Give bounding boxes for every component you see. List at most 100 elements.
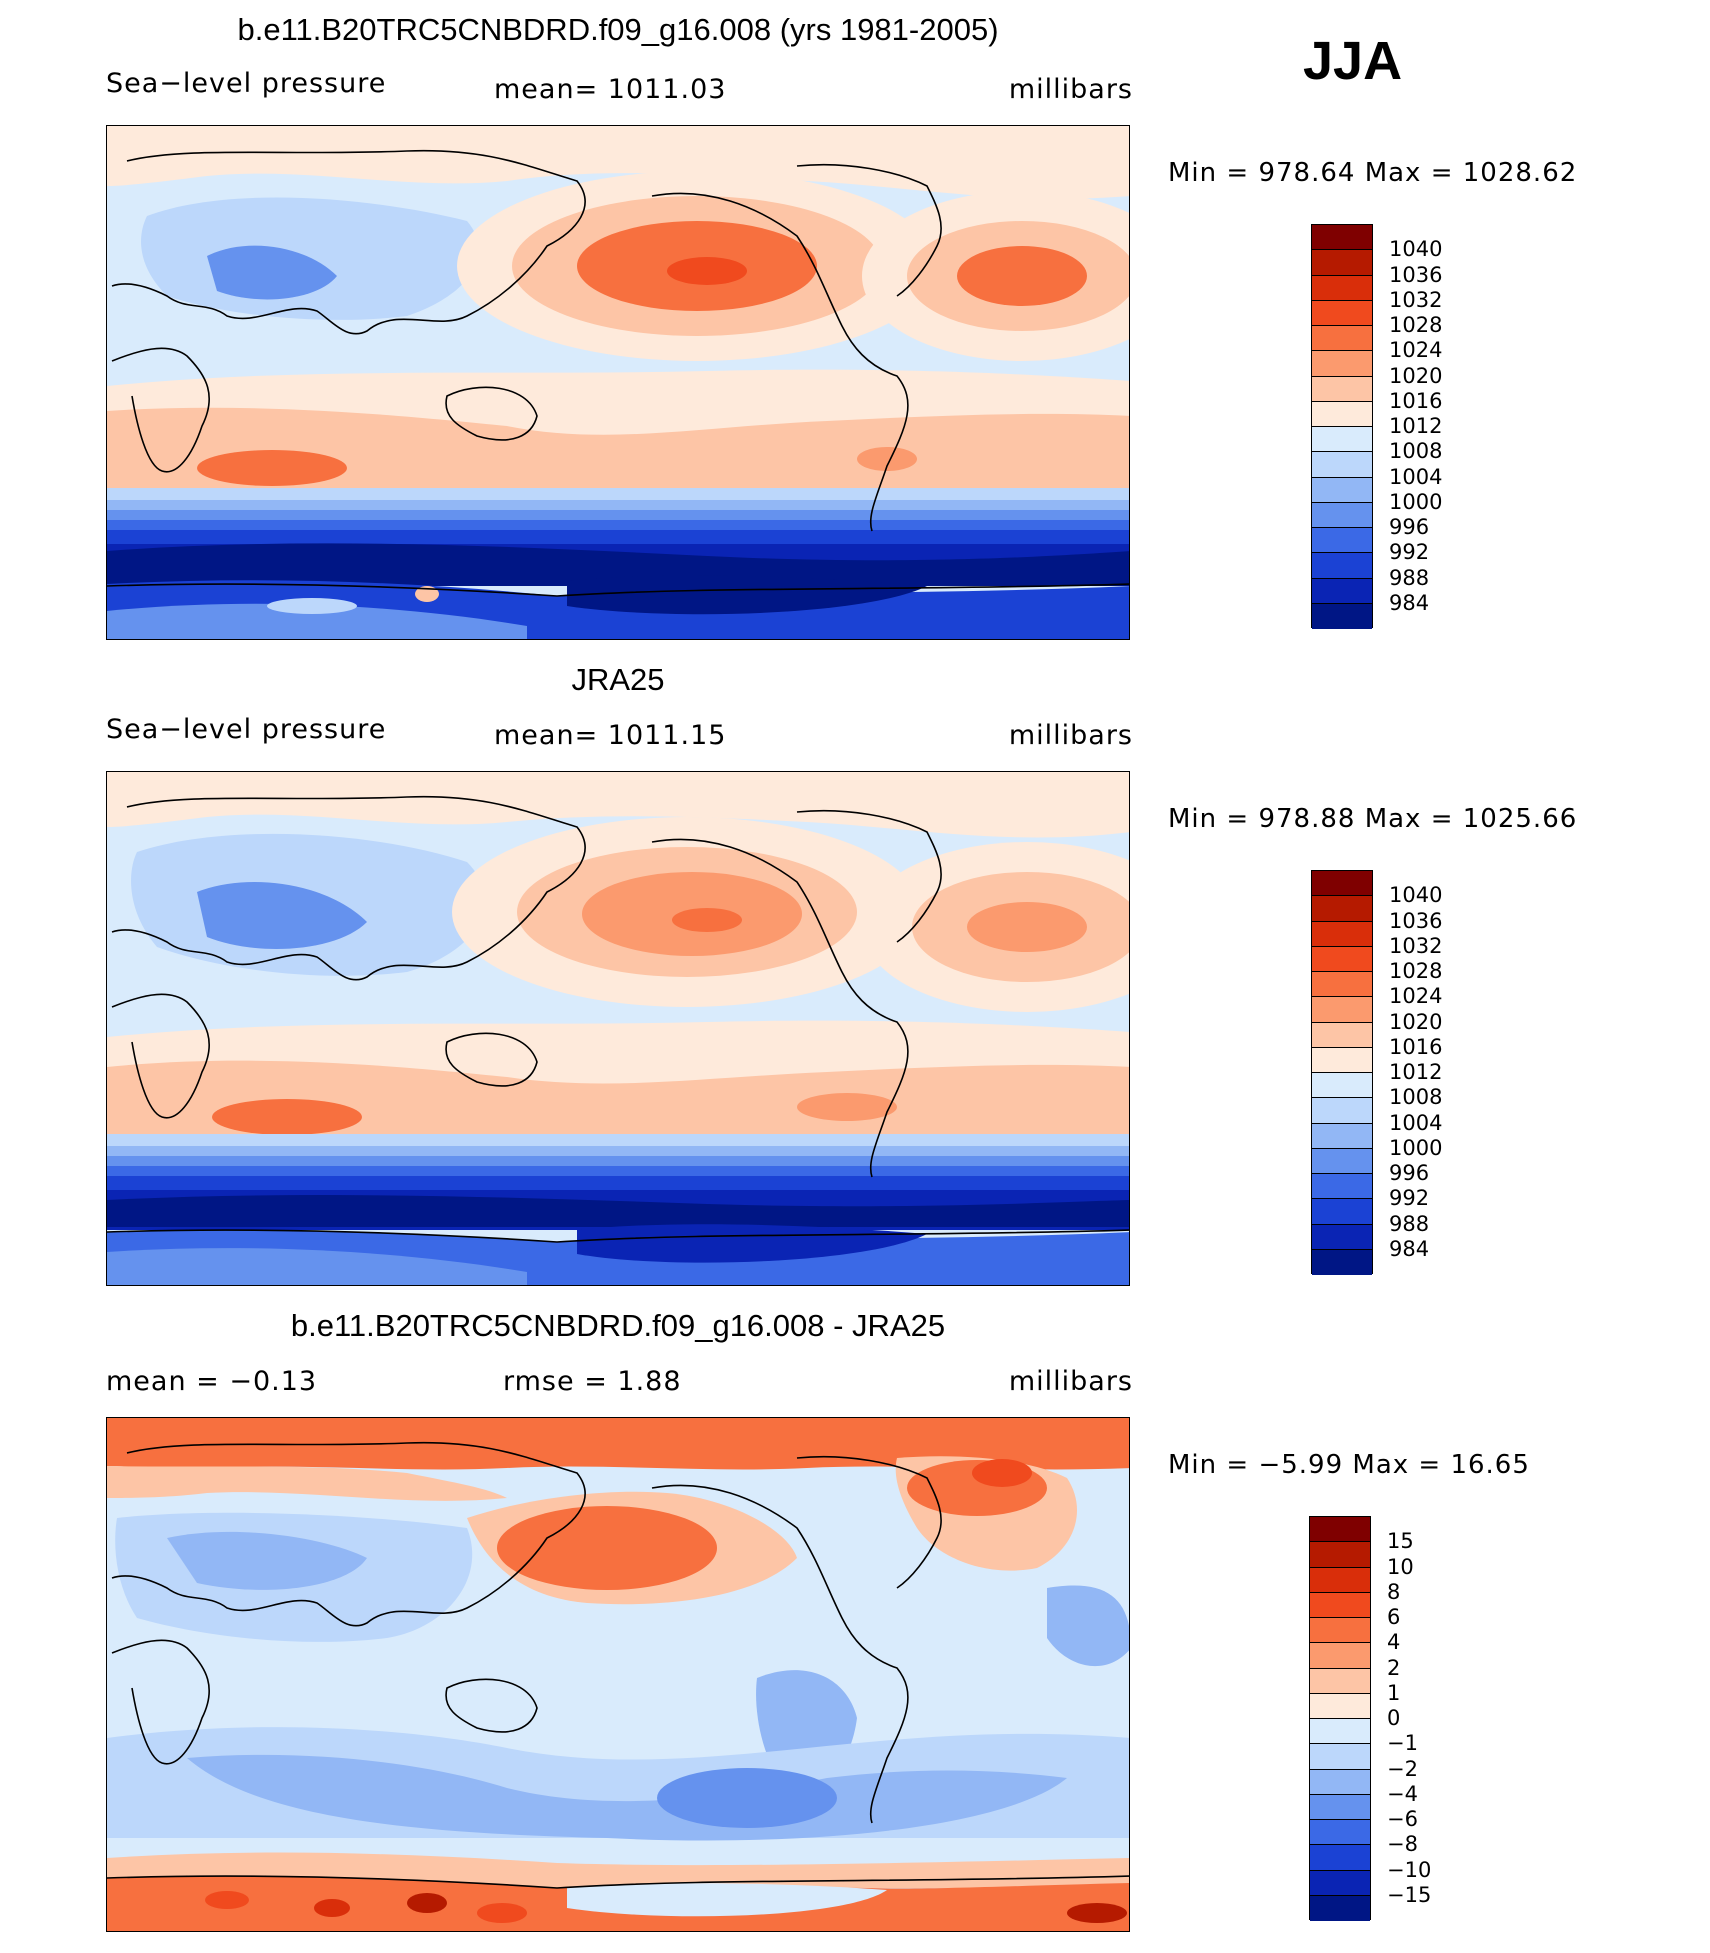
colorbar-label: 1028 [1389,959,1443,983]
colorbar-swatch [1310,1870,1370,1896]
colorbar-swatch [1310,1668,1370,1694]
colorbar-swatch [1310,1794,1370,1820]
colorbar-label: 1004 [1389,1110,1443,1135]
colorbar-swatch [1312,578,1372,604]
colorbar-swatch [1310,1643,1370,1669]
colorbar-label: 1040 [1389,883,1443,908]
panel1-minmax: Min = 978.64 Max = 1028.62 [1168,158,1578,188]
panel1-mean: mean= 1011.03 [494,74,727,105]
colorbar-swatch [1312,871,1372,897]
colorbar-label: 996 [1389,515,1430,539]
panel3-colorbar: 15 10 8 6 4 2 1 0 −1 −2 −4 −6 −8 −10 −15 [1309,1516,1509,1921]
colorbar-swatch [1312,452,1372,478]
colorbar-swatch [1310,1769,1370,1795]
colorbar-label: 8 [1387,1579,1401,1604]
colorbar-label: 1012 [1389,1060,1443,1084]
colorbar-swatch [1310,1517,1370,1543]
colorbar-label: 988 [1389,565,1430,590]
colorbar-label: 984 [1389,590,1430,615]
colorbar-swatch [1310,1895,1370,1921]
colorbar-swatch [1312,1224,1372,1250]
colorbar-label: 1004 [1389,464,1443,489]
colorbar-label: 1024 [1389,984,1443,1009]
panel3-rmse: rmse = 1.88 [503,1366,682,1397]
colorbar-swatch [1312,896,1372,922]
panel3-map [106,1417,1130,1932]
colorbar-swatch [1310,1542,1370,1568]
panel2-colorbar: 1040 1036 1032 1028 1024 1020 1016 1012 1008 1004… [1311,870,1511,1275]
colorbar-swatch [1312,528,1372,554]
colorbar-swatch [1312,972,1372,998]
colorbar-swatch [1312,300,1372,326]
colorbar-swatch [1312,1098,1372,1124]
colorbar-label: 1040 [1389,237,1443,262]
colorbar-swatch [1312,1174,1372,1200]
colorbar-label: 1036 [1389,262,1443,287]
colorbar-label: −10 [1387,1857,1432,1882]
colorbar-swatch [1312,1022,1372,1048]
colorbar-swatch [1310,1719,1370,1745]
panel3-difference-field [107,1418,1129,1931]
colorbar-label: 10 [1387,1554,1414,1579]
panel2-mean: mean= 1011.15 [494,720,727,751]
colorbar-label: −6 [1387,1807,1418,1831]
colorbar-label: 1028 [1389,313,1443,337]
colorbar-label: 1008 [1389,1085,1443,1110]
panel2-map [106,771,1130,1286]
panel1-colorbar: 1040 1036 1032 1028 1024 1020 1016 1012 1008 1004… [1311,224,1511,629]
panel2-title: JRA25 [571,662,665,697]
panel1-title: b.e11.B20TRC5CNBDRD.f09_g16.008 (yrs 198… [237,12,999,47]
colorbar-swatch [1312,401,1372,427]
panel1-variable: Sea−level pressure [106,68,387,99]
colorbar-swatch [1312,250,1372,276]
colorbar-swatch [1310,1618,1370,1644]
colorbar-swatch [1310,1845,1370,1871]
colorbar-label: 15 [1387,1529,1414,1554]
colorbar-label: −2 [1387,1756,1418,1781]
colorbar-label: 1000 [1389,489,1443,514]
panel2-colorbar-swatches [1311,870,1373,1275]
colorbar-swatch [1312,997,1372,1023]
colorbar-swatch [1310,1567,1370,1593]
colorbar-swatch [1312,1148,1372,1174]
colorbar-label: 1020 [1389,1009,1443,1034]
colorbar-label: 1024 [1389,338,1443,363]
colorbar-swatch [1312,553,1372,579]
colorbar-label: 996 [1389,1161,1430,1185]
colorbar-label: 1012 [1389,414,1443,438]
colorbar-swatch [1312,1073,1372,1099]
panel3-colorbar-swatches [1309,1516,1371,1921]
colorbar-swatch [1312,603,1372,629]
colorbar-label: −4 [1387,1781,1418,1806]
colorbar-swatch [1312,427,1372,453]
colorbar-swatch [1312,946,1372,972]
colorbar-swatch [1312,502,1372,528]
colorbar-label: 992 [1389,1186,1430,1211]
panel1-units: millibars [1008,74,1133,105]
colorbar-label: 1000 [1389,1135,1443,1160]
colorbar-label: 2 [1387,1655,1401,1680]
panel2-slp-field [107,772,1129,1285]
panel3-mean: mean = −0.13 [106,1366,318,1397]
colorbar-label: 1 [1387,1680,1401,1705]
panel3-units: millibars [1008,1366,1133,1397]
colorbar-label: −15 [1387,1882,1432,1907]
colorbar-swatch [1310,1592,1370,1618]
panel1-map [106,125,1130,640]
colorbar-label: 992 [1389,540,1430,565]
colorbar-swatch [1312,275,1372,301]
colorbar-swatch [1310,1693,1370,1719]
colorbar-label: 984 [1389,1236,1430,1261]
colorbar-label: 1032 [1389,933,1443,958]
colorbar-swatch [1310,1744,1370,1770]
panel1-colorbar-swatches [1311,224,1373,629]
colorbar-swatch [1312,376,1372,402]
colorbar-label: −1 [1387,1731,1418,1756]
colorbar-label: −8 [1387,1832,1418,1857]
colorbar-swatch [1312,351,1372,377]
colorbar-swatch [1312,921,1372,947]
colorbar-label: 1036 [1389,908,1443,933]
colorbar-swatch [1312,1047,1372,1073]
panel2-minmax: Min = 978.88 Max = 1025.66 [1168,804,1578,834]
colorbar-swatch [1312,326,1372,352]
